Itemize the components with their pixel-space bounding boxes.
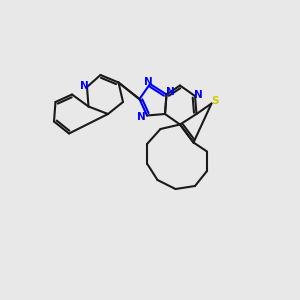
Text: N: N	[80, 80, 89, 91]
Text: N: N	[137, 112, 146, 122]
Text: N: N	[144, 76, 153, 87]
Text: N: N	[166, 87, 175, 97]
Text: N: N	[194, 89, 203, 100]
Text: S: S	[211, 96, 219, 106]
